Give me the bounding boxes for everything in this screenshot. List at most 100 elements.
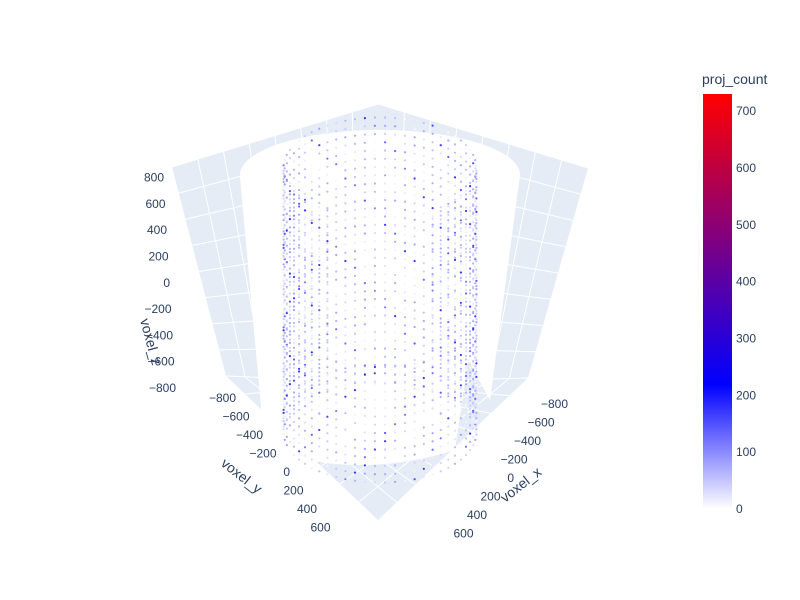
scatter-point — [384, 423, 387, 426]
scatter-point — [422, 467, 425, 470]
scatter-point — [413, 469, 416, 473]
scatter-point — [439, 350, 442, 353]
scatter-point — [464, 185, 468, 188]
scatter-point — [469, 226, 472, 229]
scatter-point — [363, 423, 366, 426]
scatter-point — [326, 207, 329, 210]
scatter-point — [422, 278, 425, 281]
scatter-point — [282, 186, 285, 189]
scatter-point — [298, 260, 301, 263]
scatter-point — [475, 408, 478, 411]
scatter-point — [422, 409, 425, 413]
scatter-point — [464, 420, 468, 424]
scatter-point — [469, 371, 472, 374]
scatter-point — [459, 271, 462, 274]
scatter-point — [447, 334, 450, 337]
colorbar[interactable] — [703, 94, 732, 509]
scatter-point — [403, 134, 407, 137]
scatter-point — [439, 280, 442, 283]
scatter-point — [288, 396, 291, 399]
scatter-point — [292, 374, 296, 378]
scatter-point — [459, 370, 462, 373]
scatter-point — [292, 272, 296, 275]
scatter-point — [439, 313, 442, 316]
scatter-point — [472, 162, 475, 165]
scatter-point — [439, 317, 442, 320]
scatter-point — [384, 297, 387, 301]
scatter-point — [453, 390, 457, 393]
scatter-point — [335, 253, 338, 257]
scatter-point — [303, 339, 307, 342]
scatter-point — [298, 194, 301, 197]
scatter-point — [384, 339, 387, 342]
scatter-point — [447, 320, 450, 324]
scatter-point — [318, 358, 321, 361]
scatter-point — [288, 148, 291, 151]
scatter-point — [431, 448, 434, 451]
scatter-point — [335, 303, 338, 306]
scatter-point — [326, 141, 329, 144]
scatter-point — [303, 314, 307, 317]
scatter-point — [439, 412, 442, 415]
scatter-point — [394, 133, 397, 136]
scatter-point — [422, 253, 425, 257]
scatter-point — [363, 414, 366, 417]
scatter-point — [384, 207, 387, 210]
scatter-point — [373, 355, 376, 358]
scatter-point — [464, 226, 468, 229]
scatter-point — [453, 322, 457, 325]
scatter-point — [431, 157, 434, 160]
scatter-point — [459, 392, 462, 395]
scatter-point — [353, 372, 357, 375]
scatter-point — [292, 391, 296, 394]
scatter-point — [431, 330, 434, 333]
scatter-point — [447, 260, 450, 263]
scatter-point — [475, 334, 478, 337]
scatter-point — [475, 227, 478, 230]
scatter-point — [282, 312, 285, 315]
scatter-point — [431, 291, 434, 294]
scatter-point — [298, 304, 301, 307]
scatter-point — [288, 226, 291, 229]
scatter-point — [475, 285, 478, 288]
scatter-point — [373, 481, 376, 484]
scatter-point — [292, 437, 296, 440]
scatter-point — [469, 338, 472, 341]
scatter-point — [459, 296, 462, 299]
scatter-point — [282, 334, 285, 337]
scatter-point — [318, 395, 321, 399]
scatter-point — [422, 376, 425, 380]
scatter-point — [403, 233, 407, 236]
scatter-point — [469, 239, 472, 242]
y-tick-label: 200 — [283, 484, 303, 498]
scatter-point — [282, 420, 285, 423]
scatter-point — [464, 259, 468, 262]
scatter-point — [469, 157, 472, 160]
scatter-point — [292, 297, 296, 300]
scatter-point — [283, 339, 286, 342]
scatter-point — [475, 392, 478, 395]
scatter-point — [459, 194, 462, 197]
scatter-point — [469, 358, 472, 361]
scatter-point — [431, 415, 434, 418]
scatter-point — [439, 222, 442, 225]
scatter-point — [474, 265, 477, 268]
scatter-point — [422, 237, 425, 240]
scatter-point — [335, 295, 338, 298]
scatter-point — [384, 306, 387, 309]
scatter-point — [439, 395, 442, 399]
scatter-point — [475, 230, 478, 233]
scatter-point — [335, 451, 338, 454]
scatter-point — [288, 366, 291, 369]
scatter-point — [318, 168, 321, 172]
scatter-point — [464, 255, 468, 259]
scatter-point — [288, 391, 291, 394]
scatter-point — [469, 391, 472, 394]
scatter-point — [439, 325, 442, 328]
scatter-point — [292, 333, 296, 336]
scatter-point — [373, 207, 376, 210]
scatter-point — [335, 434, 338, 437]
scatter-point — [288, 275, 291, 278]
scatter-point — [475, 288, 478, 291]
